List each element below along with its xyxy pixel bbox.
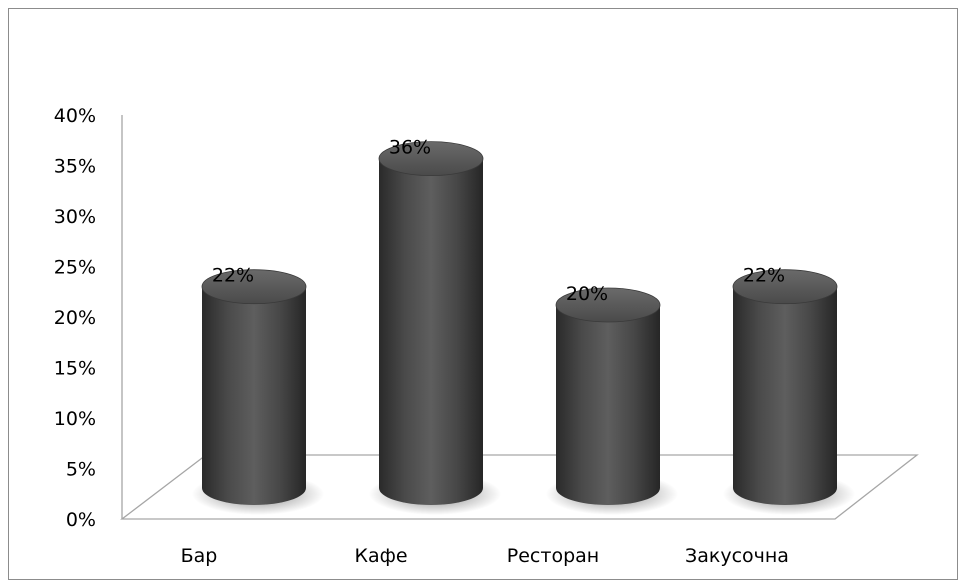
bar-top <box>555 287 661 323</box>
category-label: Кафе <box>354 545 407 567</box>
bars: 22% 36% 20% 22% <box>192 137 855 515</box>
bar-2: 20% <box>546 283 678 515</box>
bar-top <box>732 269 838 305</box>
category-label: Закусочна <box>685 545 789 567</box>
bar-top <box>201 269 307 305</box>
data-label: 22% <box>212 265 254 287</box>
category-label: Ресторан <box>507 545 599 567</box>
y-tick-label: 30% <box>54 206 96 228</box>
data-label: 22% <box>743 265 785 287</box>
y-tick-label: 35% <box>54 156 96 178</box>
y-tick-label: 40% <box>54 105 96 127</box>
bar-body <box>556 305 660 505</box>
bar-0: 22% <box>192 265 324 515</box>
y-tick-label: 15% <box>54 358 96 380</box>
bar-1: 36% <box>369 137 501 515</box>
x-axis-categories: Бар Кафе Ресторан Закусочна <box>181 545 789 567</box>
data-label: 36% <box>389 137 431 159</box>
y-tick-label: 25% <box>54 257 96 279</box>
category-label: Бар <box>181 545 218 567</box>
bar-body <box>733 286 837 505</box>
y-tick-label: 5% <box>66 459 96 481</box>
y-axis-ticks: 0% 5% 10% 15% 20% 25% 30% 35% 40% <box>54 105 96 531</box>
y-tick-label: 10% <box>54 408 96 430</box>
bar-top <box>378 141 484 177</box>
bar-body <box>379 158 483 505</box>
y-tick-label: 20% <box>54 307 96 329</box>
data-label: 20% <box>566 283 608 305</box>
bar-3: 22% <box>723 265 855 515</box>
chart-floor <box>120 454 919 520</box>
y-tick-label: 0% <box>66 509 96 531</box>
bar-body <box>202 286 306 505</box>
